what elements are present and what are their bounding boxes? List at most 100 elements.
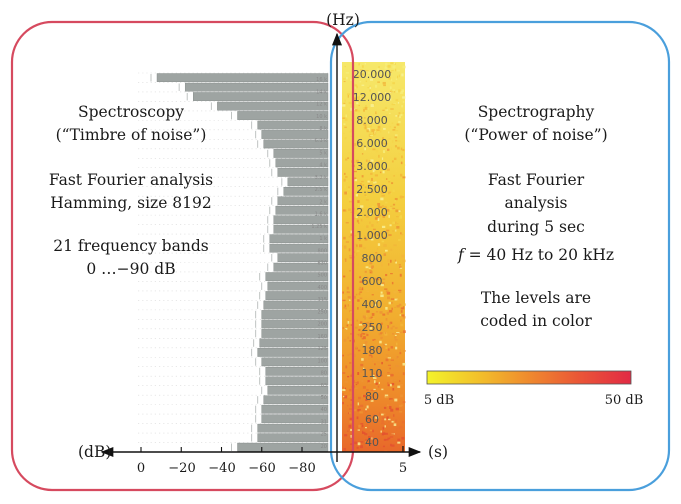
frequency-label: 600	[362, 275, 383, 288]
spectrogram-speck	[349, 365, 352, 368]
spectrogram-speck	[343, 294, 348, 297]
spectrogram-speck	[384, 142, 388, 145]
spectrogram-speck	[349, 263, 351, 265]
spectrogram-speck	[358, 63, 361, 66]
spectrum-band-label: 63	[321, 383, 327, 389]
spectrogram-speck	[366, 321, 370, 325]
spectrogram-speck	[370, 316, 373, 319]
spectrogram-speck	[398, 264, 401, 266]
spectrogram-speck	[359, 97, 363, 99]
spectrogram-speck	[378, 154, 380, 158]
spectrogram-speck	[400, 113, 403, 117]
spectrum-band-label: 200	[317, 322, 327, 328]
spectrogram-speck	[366, 225, 369, 228]
spectrogram-speck	[349, 256, 353, 259]
spectrogram-speck	[397, 140, 401, 142]
spectrogram-speck	[357, 75, 361, 79]
spectrogram-speck	[365, 195, 368, 198]
spectrogram-speck	[358, 406, 360, 408]
spectrogram-speck	[377, 215, 381, 217]
spectrogram-speck	[395, 99, 399, 102]
left-title-line: Spectroscopy	[78, 103, 184, 121]
spectrogram-speck	[356, 426, 359, 429]
spectrogram-speck	[370, 104, 374, 107]
spectrum-bar	[261, 329, 329, 338]
spectrogram-speck	[360, 69, 364, 72]
spectrogram-speck	[382, 278, 386, 280]
spectrogram-speck	[385, 358, 389, 362]
spectrogram-speck	[364, 96, 366, 99]
spectrogram-speck	[381, 419, 384, 423]
spectrogram-speck	[376, 161, 380, 165]
spectrogram-speck	[385, 209, 390, 212]
spectrogram-speck	[342, 245, 344, 247]
spectrum-band-label: 50	[321, 395, 327, 401]
spectrogram-speck	[356, 446, 359, 449]
spectrogram-speck	[359, 183, 362, 187]
spectrogram-speck	[398, 268, 401, 272]
spectrogram-speck	[402, 372, 405, 376]
spectrogram-speck	[345, 307, 347, 310]
spectrogram-speck	[372, 339, 374, 341]
spectrum-band-label: 160	[317, 334, 327, 340]
spectrogram-speck	[376, 68, 380, 71]
spectrogram-speck	[377, 125, 381, 129]
spectrum-band-label: 16 k	[316, 77, 327, 83]
spectrogram-speck	[402, 176, 406, 179]
spectrum-band-label: 20	[321, 444, 327, 450]
spectrogram-speck	[371, 95, 374, 99]
spectrogram-speck	[348, 395, 350, 399]
spectrogram-speck	[398, 239, 401, 241]
spectrogram-speck	[348, 255, 353, 258]
spectrogram-speck	[366, 333, 369, 337]
spectrogram-speck	[379, 191, 383, 194]
spectrogram-speck	[357, 212, 361, 214]
spectrogram-speck	[384, 288, 388, 290]
spectrum-bar	[257, 423, 329, 433]
spectrogram-speck	[389, 71, 392, 73]
spectrogram-speck	[357, 381, 359, 385]
spectrogram-speck	[370, 320, 372, 324]
spectrogram-speck	[386, 229, 390, 232]
frequency-label: 180	[362, 344, 383, 357]
spectrogram-speck	[348, 248, 351, 252]
spectrogram-speck	[363, 367, 365, 369]
spectrogram-speck	[386, 291, 391, 295]
spectrogram-speck	[362, 386, 366, 389]
spectrogram-speck	[359, 289, 364, 291]
spectrogram-speck	[376, 373, 378, 377]
spectrogram-speck	[371, 129, 375, 133]
spectrogram-speck	[344, 191, 347, 195]
spectrogram-speck	[349, 320, 353, 324]
spectrogram-speck	[365, 410, 367, 413]
spectrogram-speck	[381, 194, 385, 197]
spectrogram-speck	[390, 298, 395, 300]
spectrogram-speck	[399, 404, 402, 407]
spectrogram-speck	[344, 118, 348, 122]
spectrogram-speck	[370, 131, 374, 134]
spectrum-bar	[257, 348, 329, 357]
spectrogram-speck	[376, 324, 378, 327]
spectrogram-speck	[396, 433, 399, 436]
spectrogram-speck	[402, 330, 406, 334]
spectrogram-speck	[349, 287, 353, 291]
spectrogram-speck	[357, 263, 359, 266]
spectrogram-speck	[363, 235, 366, 239]
spectrum-bar	[237, 442, 329, 452]
spectrogram-speck	[347, 354, 350, 356]
spectrogram-speck	[371, 224, 374, 227]
spectrogram-speck	[366, 129, 369, 133]
spectrogram-speck	[402, 316, 406, 319]
left-subtitle-line: (“Timbre of noise”)	[56, 126, 207, 144]
spectrogram-speck	[393, 126, 396, 129]
spectrum-band-label: 6.3 k	[315, 138, 328, 144]
spectrogram-speck	[387, 296, 390, 300]
spectrogram-speck	[361, 153, 364, 155]
spectrogram-speck	[380, 231, 383, 235]
spectrogram-speck	[377, 247, 379, 250]
spectrogram-speck	[349, 339, 352, 342]
spectrogram-speck	[372, 169, 375, 173]
spectrum-bar	[267, 281, 329, 291]
spectrogram-speck	[381, 361, 383, 365]
spectrogram-speck	[399, 352, 402, 355]
